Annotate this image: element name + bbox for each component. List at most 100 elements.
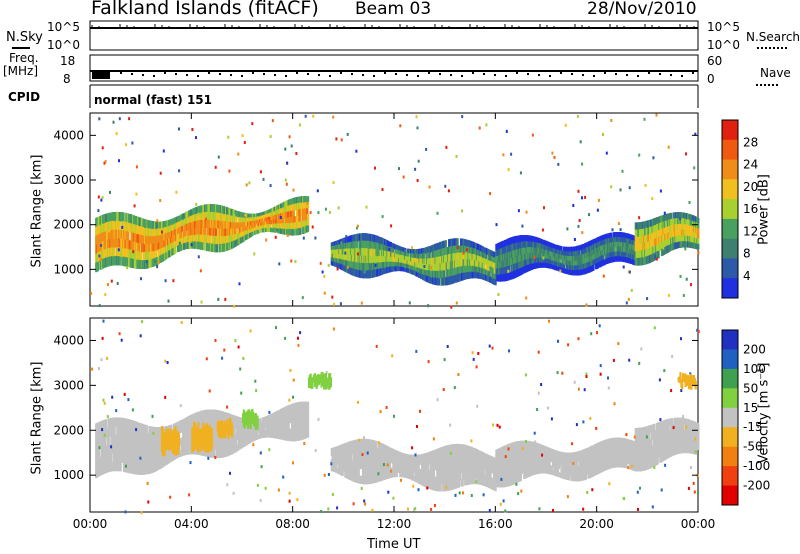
power-cell	[269, 224, 272, 229]
power-cell	[116, 220, 119, 231]
scatter-point	[167, 299, 170, 303]
scatter-point	[374, 263, 377, 267]
scatter-point	[346, 265, 349, 269]
scatter-point	[610, 119, 613, 122]
scatter-point	[115, 132, 118, 136]
scatter-point	[578, 219, 581, 222]
scatter-point	[279, 216, 282, 219]
scatter-point	[531, 133, 534, 137]
scatter-point	[128, 117, 131, 121]
scatter-point	[519, 171, 522, 175]
power-cell	[697, 222, 700, 229]
nave-dot	[472, 72, 474, 74]
scatter-point	[622, 265, 625, 269]
power-cell	[128, 257, 131, 268]
scatter-point	[428, 185, 431, 189]
ground-scatter-cell	[107, 436, 110, 446]
power-cell	[697, 217, 700, 224]
power-cell	[198, 227, 202, 236]
nave-dot	[582, 74, 584, 76]
scatter-point	[323, 291, 326, 295]
scatter-point	[241, 134, 244, 138]
nave-dot	[274, 74, 276, 76]
scatter-point	[543, 206, 545, 210]
scatter-point	[292, 188, 295, 192]
scatter-point	[659, 189, 662, 193]
scatter-point	[101, 146, 104, 150]
scatter-point	[304, 114, 307, 118]
power-cell	[128, 240, 131, 250]
power-cell	[125, 230, 128, 241]
scatter-point	[596, 208, 599, 212]
cpid-label: CPID	[8, 90, 41, 104]
scatter-point	[159, 171, 162, 175]
scatter-point	[259, 170, 262, 174]
scatter-point	[294, 260, 297, 264]
nave-dot	[186, 74, 188, 76]
scatter-point	[617, 222, 620, 225]
power-cell	[134, 216, 137, 226]
power-cell	[200, 205, 203, 214]
power-cell	[127, 248, 130, 259]
nave-dot	[571, 73, 573, 75]
power-cell	[150, 259, 153, 268]
scatter-point	[121, 225, 124, 229]
nave-dot	[373, 75, 375, 77]
scatter-point	[131, 141, 134, 145]
nave-legend-line	[756, 84, 778, 86]
power-cell	[148, 243, 151, 253]
power-cell	[657, 250, 660, 259]
scatter-point	[286, 161, 289, 165]
power-cell	[143, 243, 146, 253]
scatter-point	[248, 181, 251, 185]
scatter-point	[408, 301, 411, 305]
scatter-point	[638, 153, 641, 157]
nave-dot	[527, 73, 529, 75]
power-cell	[214, 243, 217, 253]
station-title: Falkland Islands (fitACF)	[91, 0, 319, 19]
power-cell	[209, 235, 212, 244]
power-cell	[109, 212, 112, 222]
scatter-point	[533, 255, 536, 259]
power-panel-frame	[89, 112, 699, 307]
power-cell	[210, 204, 213, 213]
nave-dot	[615, 73, 617, 75]
scatter-point	[402, 175, 405, 179]
power-cell	[160, 235, 163, 243]
scatter-point	[399, 124, 402, 128]
freq-panel-frame	[89, 54, 699, 82]
scatter-point	[164, 279, 167, 283]
power-cell	[258, 229, 262, 233]
scatter-point	[423, 265, 426, 268]
scatter-point	[525, 210, 528, 214]
power-cell	[97, 216, 100, 227]
scatter-point	[126, 266, 129, 270]
power-cell	[122, 212, 125, 222]
scatter-point	[507, 269, 510, 273]
nsearch-label: N.Search	[746, 30, 800, 44]
power-cell	[204, 227, 207, 236]
scatter-point	[445, 145, 448, 149]
scatter-point	[340, 138, 343, 142]
nave-dot	[208, 72, 210, 74]
scatter-point	[238, 282, 241, 286]
scatter-point	[284, 147, 287, 151]
power-cell	[177, 228, 180, 235]
scatter-point	[301, 296, 304, 300]
power-cell	[423, 253, 426, 260]
freq-right-tick-top: 60	[707, 54, 723, 68]
cpid-value: normal (fast) 151	[94, 93, 212, 107]
nave-dot	[120, 72, 122, 74]
scatter-point	[693, 166, 696, 170]
scatter-point	[174, 241, 177, 245]
scatter-point	[319, 261, 322, 265]
scatter-point	[157, 260, 160, 264]
scatter-point	[195, 136, 197, 140]
power-cell	[182, 219, 185, 227]
power-cell	[155, 250, 158, 259]
scatter-point	[365, 205, 368, 209]
scatter-point	[541, 228, 544, 232]
scatter-point	[332, 115, 335, 119]
power-cell	[209, 227, 212, 236]
scatter-point	[112, 120, 115, 124]
